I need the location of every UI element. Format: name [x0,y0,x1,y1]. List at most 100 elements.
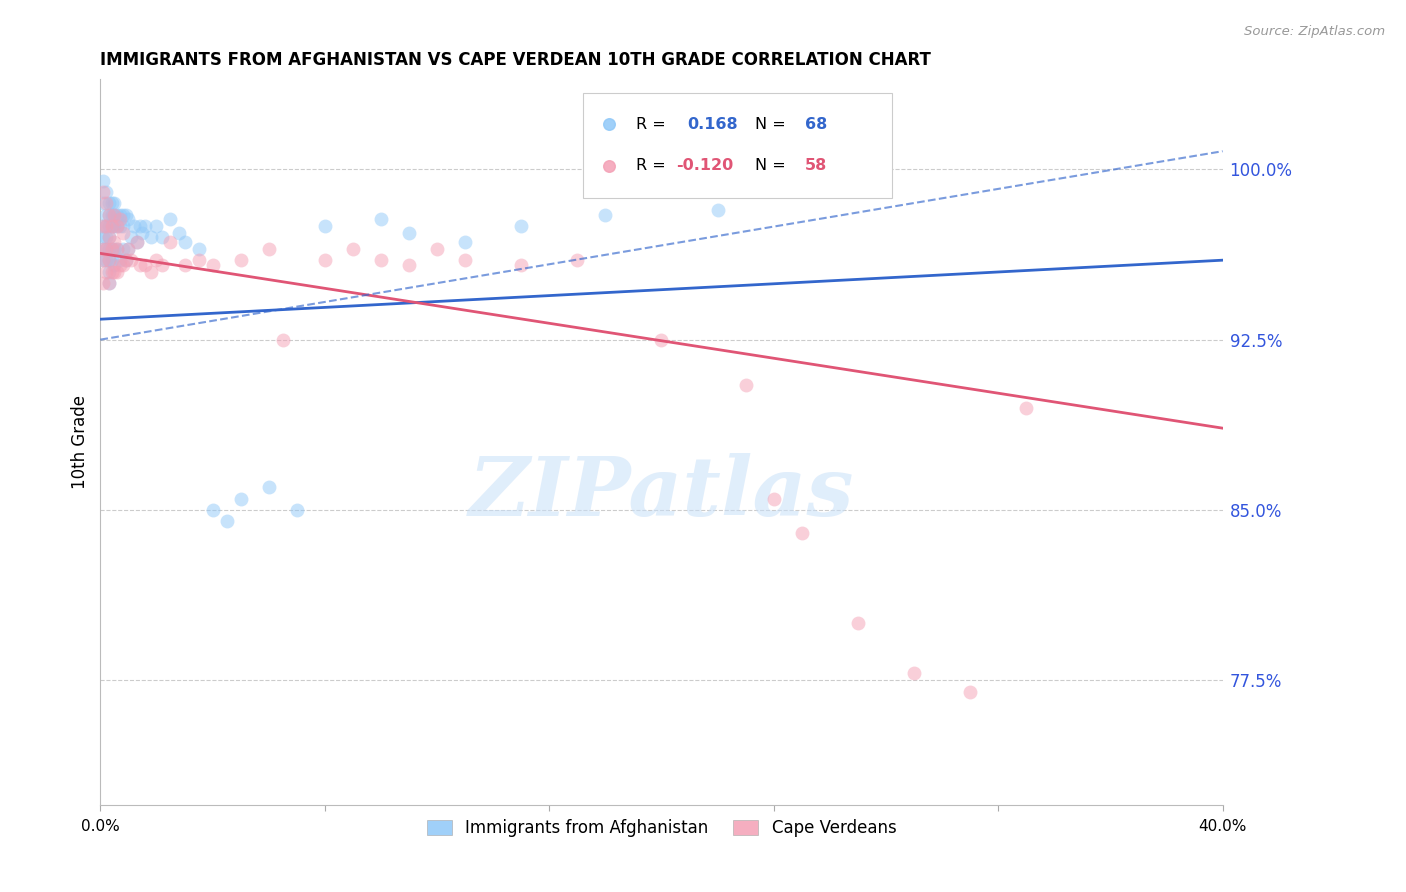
Text: -0.120: -0.120 [676,158,734,173]
Point [91,253,114,268]
Point [398,226,420,240]
Point [94,253,117,268]
Point [108,253,131,268]
Point [370,212,392,227]
Point [100,242,122,256]
Point [97,264,120,278]
Point [1015,401,1038,415]
Point [94,264,117,278]
Point [150,258,173,272]
Point [271,333,294,347]
Point [94,242,117,256]
Point [94,208,117,222]
Point [120,230,142,244]
FancyBboxPatch shape [583,93,891,198]
Point [128,219,150,234]
Point [134,258,156,272]
Point [100,253,122,268]
Point [105,208,128,222]
Point [131,226,153,240]
Point [111,208,134,222]
Point [91,219,114,234]
Point [103,208,125,222]
Point [94,185,117,199]
Point [117,242,139,256]
Point [97,208,120,222]
Point [187,242,209,256]
Point [139,264,162,278]
Text: Source: ZipAtlas.com: Source: ZipAtlas.com [1244,25,1385,38]
Text: N =: N = [755,117,790,132]
Point [97,196,120,211]
Point [100,208,122,222]
Text: 0.0%: 0.0% [82,819,120,834]
Point [100,242,122,256]
Text: ZIPatlas: ZIPatlas [468,452,855,533]
Point [97,208,120,222]
Point [94,219,117,234]
Point [398,258,420,272]
Point [117,242,139,256]
Point [650,333,672,347]
Point [120,253,142,268]
Point [105,264,128,278]
Point [108,258,131,272]
Point [257,242,280,256]
Point [959,684,981,698]
Point [103,208,125,222]
Legend: Immigrants from Afghanistan, Cape Verdeans: Immigrants from Afghanistan, Cape Verdea… [420,813,903,844]
Point [94,196,117,211]
Point [134,219,156,234]
Point [201,258,224,272]
Point [94,242,117,256]
Y-axis label: 10th Grade: 10th Grade [72,395,89,489]
Point [103,235,125,249]
Point [145,219,167,234]
Point [97,253,120,268]
Point [139,230,162,244]
Point [100,264,122,278]
Point [215,514,238,528]
Point [128,258,150,272]
Point [103,219,125,234]
Point [257,480,280,494]
Point [114,253,136,268]
Point [97,219,120,234]
Point [510,258,533,272]
Point [91,253,114,268]
Point [510,219,533,234]
Point [97,230,120,244]
Point [108,208,131,222]
Point [111,226,134,240]
Point [706,203,728,218]
Text: IMMIGRANTS FROM AFGHANISTAN VS CAPE VERDEAN 10TH GRADE CORRELATION CHART: IMMIGRANTS FROM AFGHANISTAN VS CAPE VERD… [100,51,931,69]
Text: 68: 68 [806,117,827,132]
Text: R =: R = [636,117,671,132]
Point [111,242,134,256]
Point [117,212,139,227]
Point [100,219,122,234]
Point [103,196,125,211]
Point [370,253,392,268]
Text: R =: R = [636,158,671,173]
Point [173,235,195,249]
Point [314,219,336,234]
Point [734,378,756,392]
Point [285,503,308,517]
Point [105,219,128,234]
Point [114,208,136,222]
Point [201,503,224,517]
Point [314,253,336,268]
Point [125,235,148,249]
Point [122,219,145,234]
Point [114,253,136,268]
Point [567,253,589,268]
Point [595,208,617,222]
Point [103,258,125,272]
Point [97,276,120,290]
Point [91,196,114,211]
Text: 40.0%: 40.0% [1198,819,1247,834]
Point [426,242,449,256]
Point [903,666,925,681]
Point [167,226,190,240]
